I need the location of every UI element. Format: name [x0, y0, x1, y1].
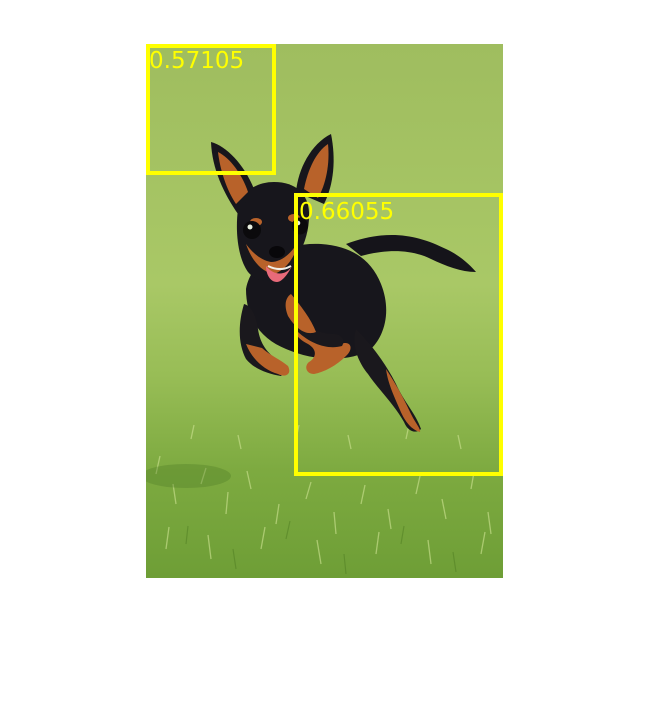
- dog-shadow: [146, 464, 231, 488]
- photo-frame: 0.57105 0.66055: [146, 44, 503, 578]
- grass-texture: [155, 424, 492, 565]
- running-dog-photo: [146, 44, 503, 578]
- detection-box-2: 0.66055: [294, 193, 503, 476]
- dog: [211, 134, 476, 432]
- detection-score-2: 0.66055: [299, 199, 395, 225]
- grass-shadow: [185, 520, 457, 575]
- detection-box-1: 0.57105: [146, 44, 276, 175]
- detection-score-1: 0.57105: [149, 48, 245, 74]
